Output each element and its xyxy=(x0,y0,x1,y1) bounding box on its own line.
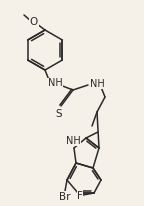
Text: S: S xyxy=(56,109,62,119)
Text: Br: Br xyxy=(59,192,71,202)
Text: O: O xyxy=(30,17,38,27)
Text: NH: NH xyxy=(66,136,80,146)
Text: NH: NH xyxy=(90,79,104,89)
Text: F: F xyxy=(77,191,83,201)
Text: NH: NH xyxy=(48,78,62,88)
